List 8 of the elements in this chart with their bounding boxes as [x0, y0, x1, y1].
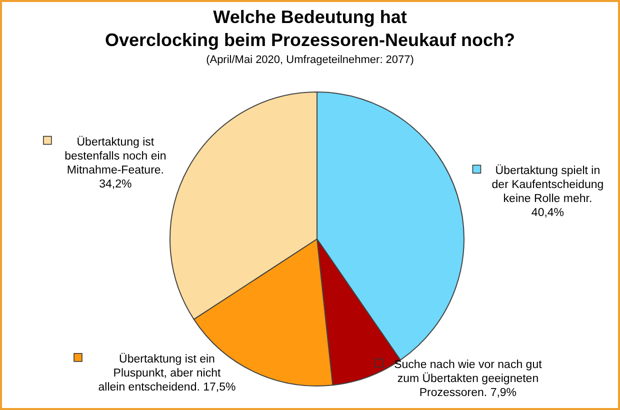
slice-label: Übertaktung ist ein Pluspunkt, aber nicht allein entscheidend. 17,5% [98, 352, 236, 394]
data-label: 34,2% [99, 178, 132, 190]
data-label: 40,4% [531, 207, 564, 220]
chart-title: Welche Bedeutung hat Overclocking beim Prozessoren-Neukauf noch? [104, 6, 516, 52]
legend-label: Suche nach wie vor nach gut zum Übertakten geeigneten Prozessoren. 7,9% [394, 358, 543, 399]
chart-subtitle: (April/Mai 2020, Umfrageteilnehmer: 2077) [205, 54, 415, 66]
legend-label: Übertaktung spielt in der Kaufentscheidung keine Rolle mehr. [492, 164, 604, 206]
legend-label: Übertaktung ist bestenfalls noch ein Mitnahme-Feature. [64, 135, 166, 176]
